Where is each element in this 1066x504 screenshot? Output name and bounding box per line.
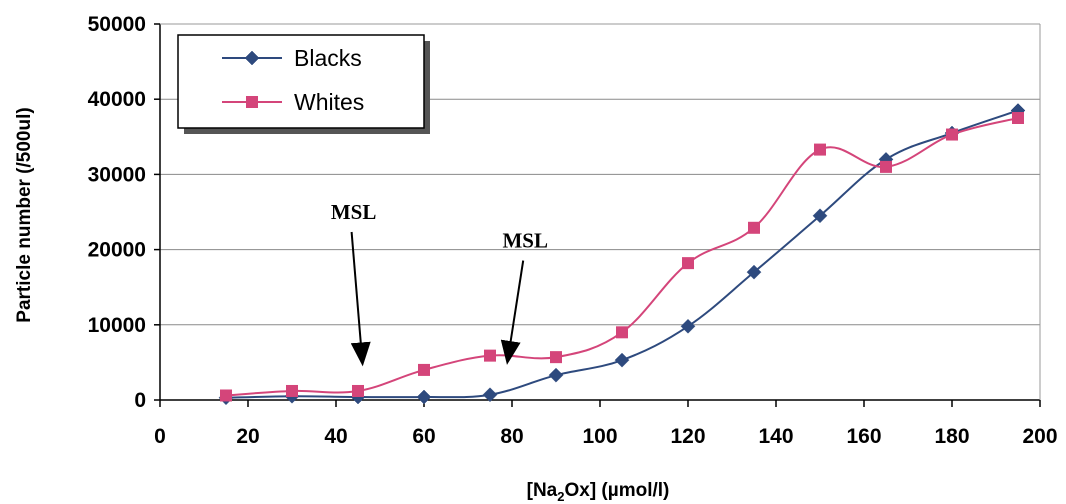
point-blacks-105 <box>614 352 630 368</box>
y-tick-label-40000: 40000 <box>88 88 146 111</box>
series-whites <box>220 112 1024 402</box>
point-blacks-60 <box>416 389 432 405</box>
legend: Blacks Whites <box>177 34 430 134</box>
x-tick-label-140: 140 <box>758 425 793 448</box>
point-whites-45 <box>352 384 364 397</box>
annotation-label-2: MSL <box>502 229 548 253</box>
x-axis-title: [Na2Ox] (µmol/l) <box>527 480 670 504</box>
y-tick-label-50000: 50000 <box>88 13 146 36</box>
y-tick-label-20000: 20000 <box>88 239 146 262</box>
point-whites-15 <box>220 389 232 402</box>
x-tick-label-60: 60 <box>412 425 435 448</box>
point-whites-180 <box>946 128 958 141</box>
y-axis-title: Particle number (/500ul) <box>14 107 35 322</box>
tick-labels: 0 10000 20000 30000 40000 50000 0 20 40 60 80 100 12… <box>88 13 1058 448</box>
x-tick-label-80: 80 <box>500 425 523 448</box>
annotation-arrow-2 <box>500 260 525 365</box>
y-tick-label-30000: 30000 <box>88 163 146 186</box>
legend-marker-whites <box>246 96 258 108</box>
point-whites-60 <box>418 363 430 376</box>
x-tick-label-100: 100 <box>582 425 617 448</box>
x-tick-label-0: 0 <box>154 425 166 448</box>
x-tick-label-200: 200 <box>1022 425 1057 448</box>
point-whites-105 <box>616 326 628 339</box>
x-tick-label-160: 160 <box>846 425 881 448</box>
annotation-label-1: MSL <box>331 200 377 224</box>
x-tick-label-40: 40 <box>324 425 347 448</box>
x-tick-label-120: 120 <box>670 425 705 448</box>
point-whites-90 <box>550 351 562 364</box>
x-tick-label-20: 20 <box>236 425 259 448</box>
y-tick-label-0: 0 <box>134 389 146 412</box>
point-whites-165 <box>880 160 892 173</box>
point-whites-75 <box>484 349 496 362</box>
point-whites-150 <box>814 143 826 156</box>
point-whites-195 <box>1012 112 1024 124</box>
point-blacks-120 <box>680 318 696 334</box>
series-layer <box>218 103 1026 406</box>
point-whites-135 <box>748 221 760 234</box>
point-blacks-90 <box>548 367 564 383</box>
point-blacks-150 <box>812 208 828 224</box>
legend-marker-blacks <box>244 50 260 66</box>
series-blacks <box>218 103 1026 406</box>
x-axis-title-subscript: 2 <box>557 489 564 504</box>
y-tick-label-10000: 10000 <box>88 314 146 337</box>
point-blacks-75 <box>482 387 498 403</box>
point-blacks-135 <box>746 264 762 280</box>
annotations: MSL MSL <box>331 200 548 367</box>
x-tick-label-180: 180 <box>934 425 969 448</box>
legend-label-blacks: Blacks <box>294 45 362 71</box>
x-axis-title-main: [Na <box>527 480 558 501</box>
point-whites-120 <box>682 257 694 270</box>
x-axis-title-rest: Ox] (µmol/l) <box>564 480 669 501</box>
point-whites-30 <box>286 384 298 397</box>
legend-box <box>177 34 425 129</box>
legend-label-whites: Whites <box>294 89 364 115</box>
axes <box>154 23 1041 407</box>
annotation-arrow-1 <box>350 231 371 367</box>
